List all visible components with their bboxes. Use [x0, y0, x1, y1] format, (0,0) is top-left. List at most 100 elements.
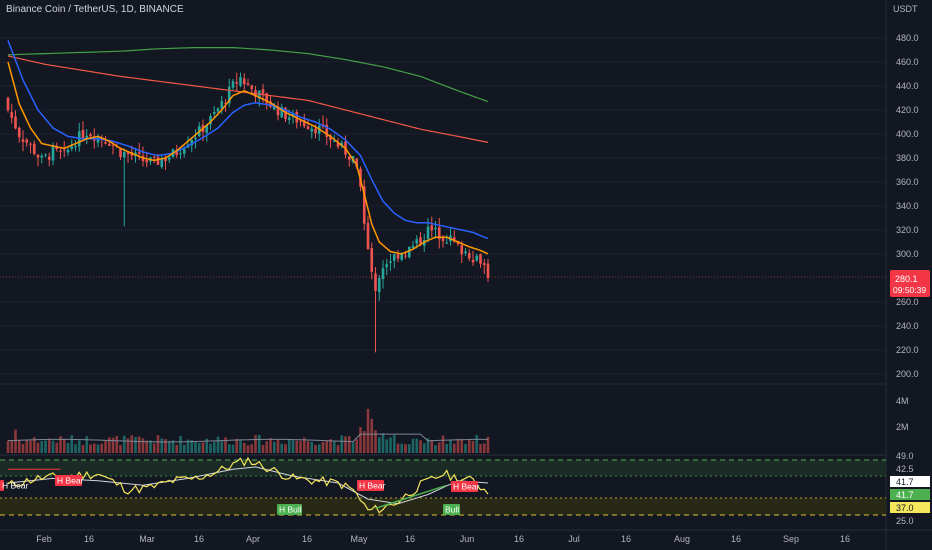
- volume-bar: [456, 438, 460, 453]
- candle-body: [284, 107, 287, 120]
- candle-body: [370, 248, 374, 272]
- volume-bar: [426, 438, 430, 453]
- candle-body: [70, 146, 74, 149]
- volume-bar: [344, 436, 347, 453]
- candle-body: [145, 159, 149, 163]
- candle-body: [111, 144, 115, 146]
- time-tick-label: 16: [302, 534, 312, 544]
- volume-bar: [92, 443, 96, 453]
- last-price-badge-bg: [890, 270, 930, 297]
- chart-title: Binance Coin / TetherUS, 1D, BINANCE: [6, 4, 184, 15]
- rsi-tick-49: 49.0: [896, 451, 914, 461]
- candle-body: [167, 157, 171, 160]
- volume-bar: [137, 436, 141, 453]
- candle-body: [287, 117, 291, 120]
- candle-body: [194, 137, 197, 140]
- volume-bar: [134, 437, 137, 453]
- volume-bar: [29, 440, 32, 453]
- candle-body: [51, 146, 55, 161]
- candle-body: [265, 93, 269, 104]
- volume-bar: [471, 441, 475, 453]
- volume-bar: [235, 438, 239, 453]
- volume-bar: [179, 435, 182, 453]
- last-price-value: 280.1: [895, 274, 918, 284]
- candle-body: [269, 101, 272, 107]
- volume-bar: [220, 441, 224, 453]
- candle-body: [164, 158, 167, 162]
- volume-axis[interactable]: 4M 2M: [896, 396, 909, 432]
- price-tick-label: 420.0: [896, 105, 919, 115]
- volume-bar: [239, 440, 242, 453]
- candle-body: [32, 143, 36, 155]
- volume-bar: [149, 440, 152, 453]
- volume-bar: [437, 442, 441, 453]
- candle-body: [385, 264, 389, 268]
- volume-bar: [6, 440, 10, 453]
- candle-body: [389, 261, 392, 263]
- volume-bar: [392, 434, 396, 453]
- price-tick-label: 440.0: [896, 81, 919, 91]
- volume-bar: [321, 442, 325, 453]
- time-axis[interactable]: Feb 16 Mar 16 Apr 16 May 16 Jun 16 Jul 16 Aug 16 Sep 16: [36, 534, 850, 544]
- volume-bar: [355, 439, 359, 453]
- volume-bar: [242, 442, 246, 453]
- price-tick-label: 260.0: [896, 297, 919, 307]
- price-tick-label: 340.0: [896, 201, 919, 211]
- volume-bar: [257, 434, 261, 453]
- volume-bar: [475, 435, 479, 453]
- candle-body: [381, 268, 385, 280]
- bull-divergence-label: Bull: [445, 505, 459, 515]
- price-tick-label: 320.0: [896, 225, 919, 235]
- volume-bar: [430, 441, 434, 453]
- candle-body: [486, 263, 490, 278]
- candle-body: [122, 151, 126, 158]
- candle-body: [377, 278, 381, 293]
- rsi-pane[interactable]: [0, 456, 886, 516]
- rsi-axis[interactable]: 49.0 42.5 41.7 41.7 37.0 25.0: [890, 451, 930, 526]
- divergence-label-bg: [277, 504, 302, 515]
- price-tick-label: 460.0: [896, 57, 919, 67]
- candle-body: [179, 153, 182, 155]
- volume-bar: [310, 441, 314, 453]
- volume-bar: [55, 442, 59, 453]
- candle-body: [291, 113, 295, 117]
- candle-body: [246, 83, 250, 85]
- volume-bar: [81, 444, 85, 453]
- candle-body: [6, 97, 10, 111]
- price-tick-label: 380.0: [896, 153, 919, 163]
- volume-bar: [467, 439, 471, 453]
- volume-bar: [452, 443, 456, 453]
- volume-bar: [434, 445, 437, 453]
- volume-bar: [231, 444, 235, 453]
- volume-bar: [14, 429, 17, 453]
- rsi-signal-line: [7, 466, 489, 505]
- volume-bar: [359, 427, 362, 453]
- volume-bar: [44, 440, 47, 453]
- volume-bar: [441, 435, 445, 453]
- candle-body: [482, 263, 486, 266]
- candle-body: [119, 148, 122, 158]
- candle-body: [29, 143, 32, 145]
- volume-bar: [32, 437, 36, 453]
- candle-body: [415, 239, 419, 244]
- candle-body: [85, 135, 89, 138]
- time-tick-label: Jul: [568, 534, 580, 544]
- time-tick-label: Apr: [246, 534, 260, 544]
- volume-bar: [411, 438, 415, 453]
- time-tick-label: 16: [514, 534, 524, 544]
- volume-bar: [212, 441, 216, 453]
- volume-bar: [269, 438, 272, 453]
- volume-bar: [284, 444, 287, 453]
- candle-body: [400, 254, 404, 260]
- bear-divergence-label: H Bear: [453, 482, 480, 492]
- volume-bar: [246, 445, 250, 453]
- rsi-value-green: 41.7: [896, 490, 914, 500]
- price-tick-label: 220.0: [896, 345, 919, 355]
- candle-body: [452, 237, 456, 242]
- candle-body: [411, 245, 415, 248]
- candle-body: [89, 134, 92, 137]
- price-axis[interactable]: 480.0 460.0 440.0 420.0 400.0 380.0 360.0 340.0…: [896, 33, 919, 379]
- bear-divergence-label: H Bear: [359, 481, 386, 491]
- candle-body: [460, 245, 464, 255]
